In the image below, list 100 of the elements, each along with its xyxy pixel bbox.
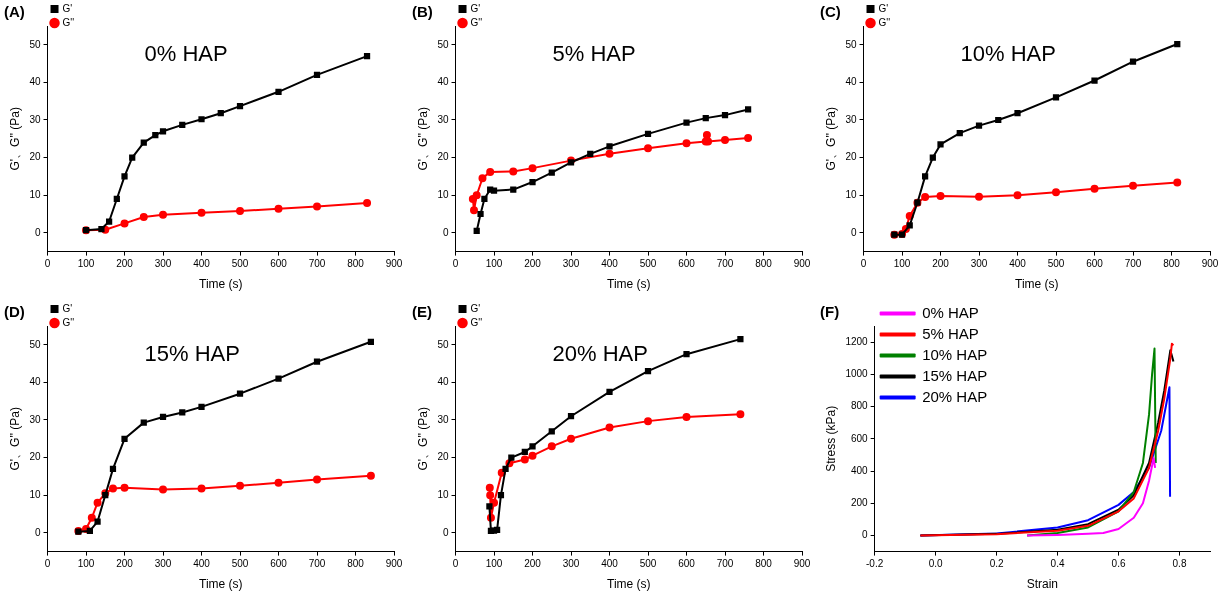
y-tick-label: 30 — [29, 413, 41, 425]
x-tick-label: 800 — [1163, 258, 1181, 270]
legend-label: G' — [62, 2, 73, 14]
x-tick-label: 500 — [639, 558, 657, 570]
x-tick-label: 400 — [193, 258, 211, 270]
x-tick-label: 0.0 — [928, 558, 944, 570]
x-tick-label: 100 — [77, 258, 95, 270]
legend-label: G' — [878, 2, 889, 14]
chart-title: (B) — [412, 3, 433, 21]
chart-title: (A) — [4, 3, 25, 21]
x-tick-label: 500 — [639, 258, 657, 270]
legend-label: G'' — [470, 16, 483, 28]
x-axis-title: Time (s) — [606, 277, 651, 292]
x-tick-label: 900 — [1201, 258, 1219, 270]
y-tick-label: 40 — [437, 76, 449, 88]
legend-label: G' — [470, 302, 481, 314]
x-tick-label: 0.2 — [989, 558, 1004, 570]
y-tick-label: 20 — [29, 451, 41, 463]
legend-label: G'' — [470, 316, 483, 328]
y-tick-label: 0 — [850, 226, 857, 238]
y-tick-label: 30 — [29, 113, 41, 125]
x-tick-label: 400 — [601, 258, 619, 270]
y-tick-label: 10 — [437, 488, 449, 500]
x-tick-label: 0.4 — [1050, 558, 1065, 570]
y-tick-label: 30 — [437, 413, 449, 425]
y-tick-label: 50 — [845, 38, 857, 50]
x-tick-label: 900 — [385, 558, 403, 570]
y-tick-label: 40 — [29, 376, 41, 388]
legend-label: 0% HAP — [922, 303, 979, 321]
y-tick-label: 0 — [34, 226, 41, 238]
y-tick-label: 600 — [850, 432, 869, 444]
annotation: 5% HAP — [552, 41, 636, 67]
x-tick-label: 300 — [154, 558, 172, 570]
legend-label: G'' — [62, 316, 75, 328]
x-tick-label: 100 — [893, 258, 911, 270]
x-axis-title: Time (s) — [198, 577, 243, 592]
x-tick-label: 800 — [755, 558, 773, 570]
x-tick-label: 100 — [485, 258, 503, 270]
y-tick-label: 20 — [29, 151, 41, 163]
x-tick-label: 200 — [116, 558, 134, 570]
y-tick-label: 0 — [442, 526, 449, 538]
x-tick-label: 400 — [1009, 258, 1027, 270]
x-axis-title: Time (s) — [198, 277, 243, 292]
annotation: 15% HAP — [144, 341, 240, 367]
x-tick-label: 600 — [678, 558, 696, 570]
x-tick-label: 0.6 — [1111, 558, 1126, 570]
x-tick-label: 0 — [44, 258, 51, 270]
y-tick-label: 1200 — [845, 335, 869, 347]
annotation: 20% HAP — [552, 341, 648, 367]
x-tick-label: 600 — [1086, 258, 1104, 270]
y-tick-label: 50 — [29, 38, 41, 50]
y-tick-label: 20 — [437, 451, 449, 463]
y-tick-label: 20 — [845, 151, 857, 163]
x-tick-label: 500 — [231, 258, 249, 270]
y-tick-label: 50 — [437, 38, 449, 50]
x-tick-label: 800 — [347, 558, 365, 570]
x-tick-label: 700 — [1124, 258, 1142, 270]
y-axis-title: G'、G'' (Pa) — [415, 407, 430, 471]
x-tick-label: 800 — [755, 258, 773, 270]
x-tick-label: 600 — [270, 258, 288, 270]
legend-label: 5% HAP — [922, 324, 979, 342]
y-axis-title: G'、G'' (Pa) — [7, 107, 22, 171]
y-axis-title: G'、G'' (Pa) — [823, 107, 838, 171]
x-tick-label: 300 — [970, 258, 988, 270]
x-tick-label: 700 — [308, 558, 326, 570]
y-tick-label: 40 — [29, 76, 41, 88]
legend-label: 15% HAP — [922, 366, 988, 384]
x-tick-label: 700 — [716, 258, 734, 270]
y-tick-label: 1000 — [845, 368, 869, 380]
y-axis-title: Stress (kPa) — [823, 405, 838, 472]
x-tick-label: 0 — [452, 558, 459, 570]
annotation: 10% HAP — [960, 41, 1056, 67]
x-tick-label: -0.2 — [866, 558, 884, 570]
x-tick-label: 400 — [601, 558, 619, 570]
legend-label: G'' — [62, 16, 75, 28]
chart-title: (F) — [820, 303, 840, 321]
x-tick-label: 200 — [932, 258, 950, 270]
x-tick-label: 300 — [154, 258, 172, 270]
x-tick-label: 700 — [716, 558, 734, 570]
x-tick-label: 100 — [485, 558, 503, 570]
x-axis-title: Time (s) — [606, 577, 651, 592]
y-tick-label: 50 — [437, 338, 449, 350]
x-tick-label: 400 — [193, 558, 211, 570]
y-tick-label: 0 — [442, 226, 449, 238]
y-tick-label: 200 — [850, 497, 869, 509]
y-tick-label: 10 — [29, 188, 41, 200]
legend-label: G' — [62, 302, 73, 314]
chart-title: (D) — [4, 303, 25, 321]
chart-title: (E) — [412, 303, 432, 321]
x-tick-label: 200 — [116, 258, 134, 270]
y-tick-label: 30 — [437, 113, 449, 125]
x-tick-label: 200 — [524, 258, 542, 270]
x-tick-label: 600 — [678, 258, 696, 270]
y-tick-label: 40 — [437, 376, 449, 388]
x-tick-label: 900 — [793, 558, 811, 570]
x-tick-label: 0 — [44, 558, 51, 570]
legend-label: G'' — [878, 16, 891, 28]
y-tick-label: 30 — [845, 113, 857, 125]
y-tick-label: 40 — [845, 76, 857, 88]
x-tick-label: 900 — [385, 258, 403, 270]
